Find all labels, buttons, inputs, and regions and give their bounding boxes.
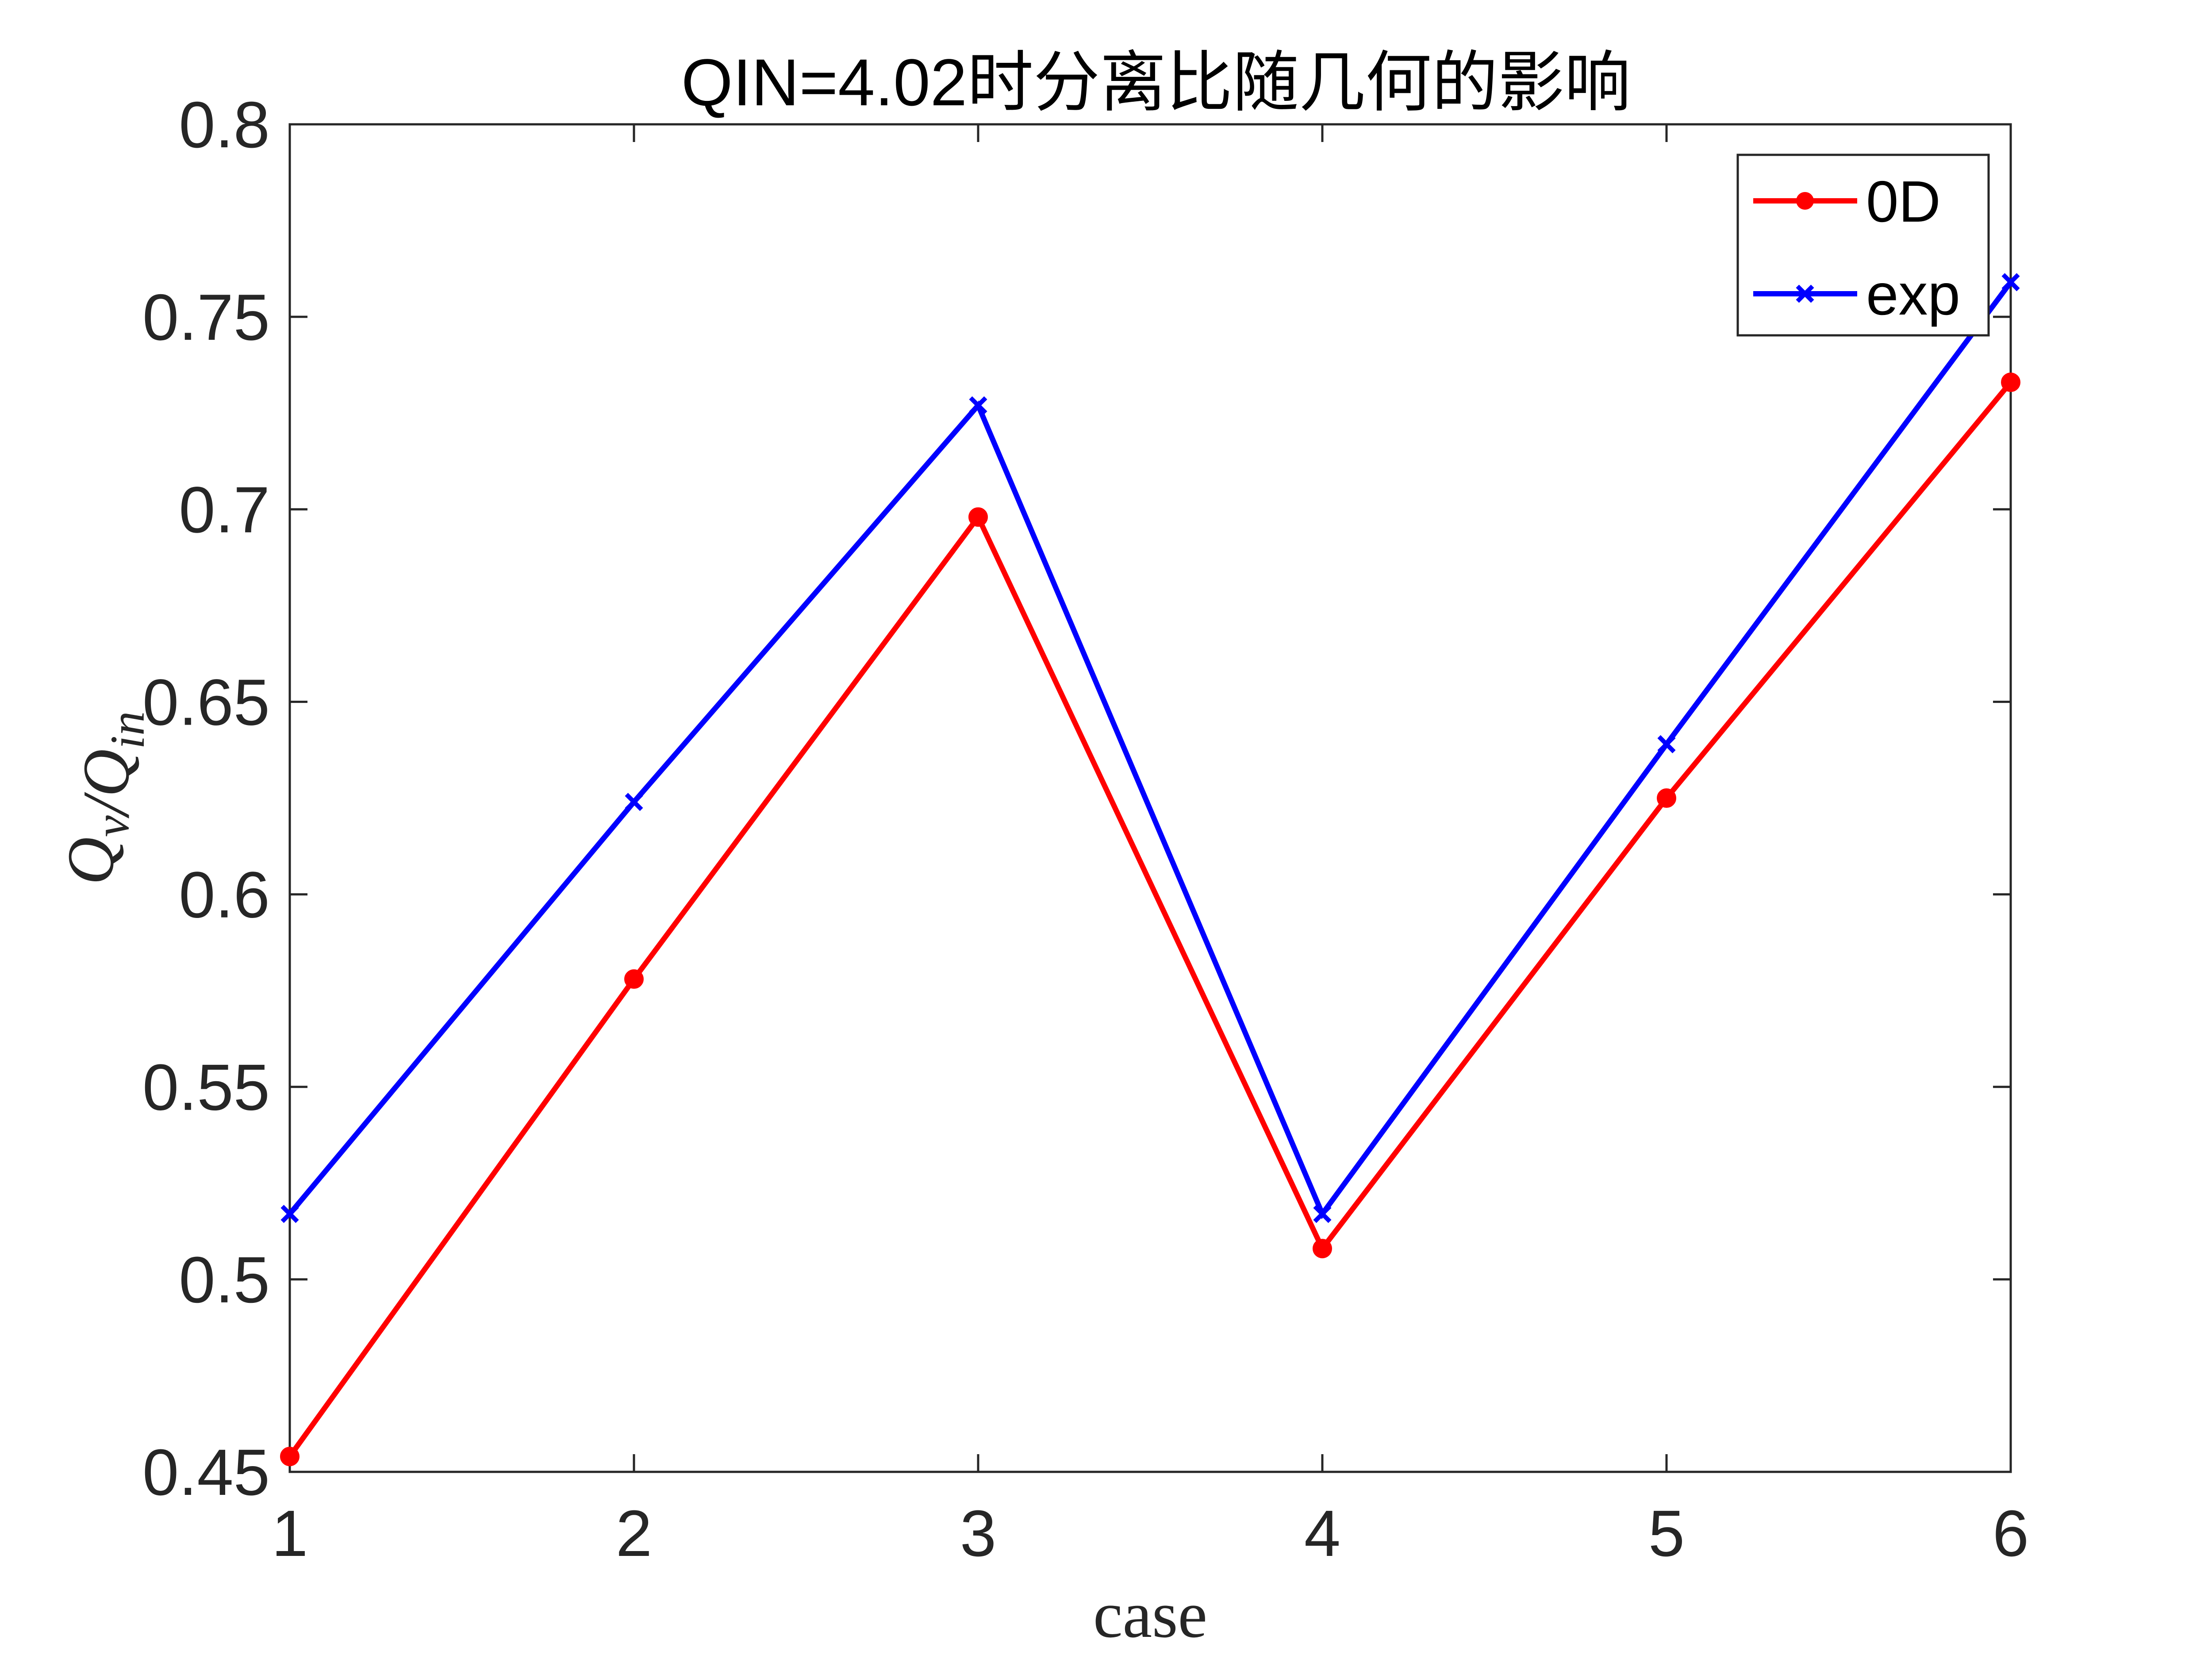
- y-tick-label: 0.75: [142, 281, 270, 354]
- data-point-exp: [969, 396, 987, 415]
- y-tick-label: 0.5: [179, 1244, 270, 1317]
- data-point-0D: [624, 969, 644, 989]
- data-point-0D: [2001, 373, 2020, 392]
- legend: 0D exp: [1736, 154, 1990, 337]
- y-axis-label: Qv/Qin: [54, 711, 154, 885]
- y-tick-label: 0.6: [179, 859, 270, 932]
- x-tick-label: 6: [1993, 1497, 2029, 1570]
- series-line-0D: [288, 380, 2013, 1458]
- chart-title: QIN=4.02时分离比随几何的影响: [681, 45, 1631, 119]
- data-point-0D: [1313, 1239, 1332, 1259]
- x-tick-label: 2: [616, 1497, 652, 1570]
- data-point-exp: [1313, 1205, 1332, 1223]
- legend-item-0D: 0D: [1753, 169, 1941, 234]
- series-exp: [280, 273, 2020, 1223]
- legend-marker: [1796, 284, 1814, 303]
- legend-box: [1736, 154, 1990, 337]
- data-point-exp: [280, 1205, 299, 1223]
- x-tick-label: 5: [1648, 1497, 1685, 1570]
- data-point-0D: [280, 1447, 300, 1467]
- legend-item-exp: exp: [1753, 262, 1960, 327]
- data-point-0D: [968, 507, 988, 527]
- legend-label: 0D: [1866, 169, 1941, 234]
- y-tick-label: 0.65: [142, 666, 270, 739]
- plot-area: [288, 123, 2012, 1473]
- y-tick-label: 0.7: [179, 473, 270, 546]
- legend-label: exp: [1866, 262, 1960, 327]
- y-tick-label: 0.55: [142, 1051, 270, 1124]
- y-tick-label: 0.8: [179, 88, 270, 161]
- series-layer: [280, 273, 2020, 1467]
- series-0D: [280, 373, 2020, 1467]
- data-point-0D: [1657, 788, 1676, 808]
- legend-marker: [1796, 192, 1814, 210]
- data-point-exp: [2001, 273, 2020, 292]
- x-axis-ticks: 1 2 3 4 5 6: [272, 124, 2029, 1570]
- y-axis-label-text: Qv/Qin: [54, 711, 154, 885]
- y-tick-label: 0.45: [142, 1436, 270, 1509]
- data-point-exp: [625, 793, 643, 811]
- series-line-exp: [288, 280, 2013, 1219]
- data-point-exp: [1657, 735, 1676, 753]
- x-tick-label: 3: [960, 1497, 996, 1570]
- x-tick-label: 4: [1304, 1497, 1340, 1570]
- x-tick-label: 1: [272, 1497, 308, 1570]
- x-axis-label: case: [1093, 1578, 1207, 1651]
- y-axis-ticks: 0.45 0.5 0.55 0.6 0.65 0.7 0.75 0.8: [142, 88, 2011, 1509]
